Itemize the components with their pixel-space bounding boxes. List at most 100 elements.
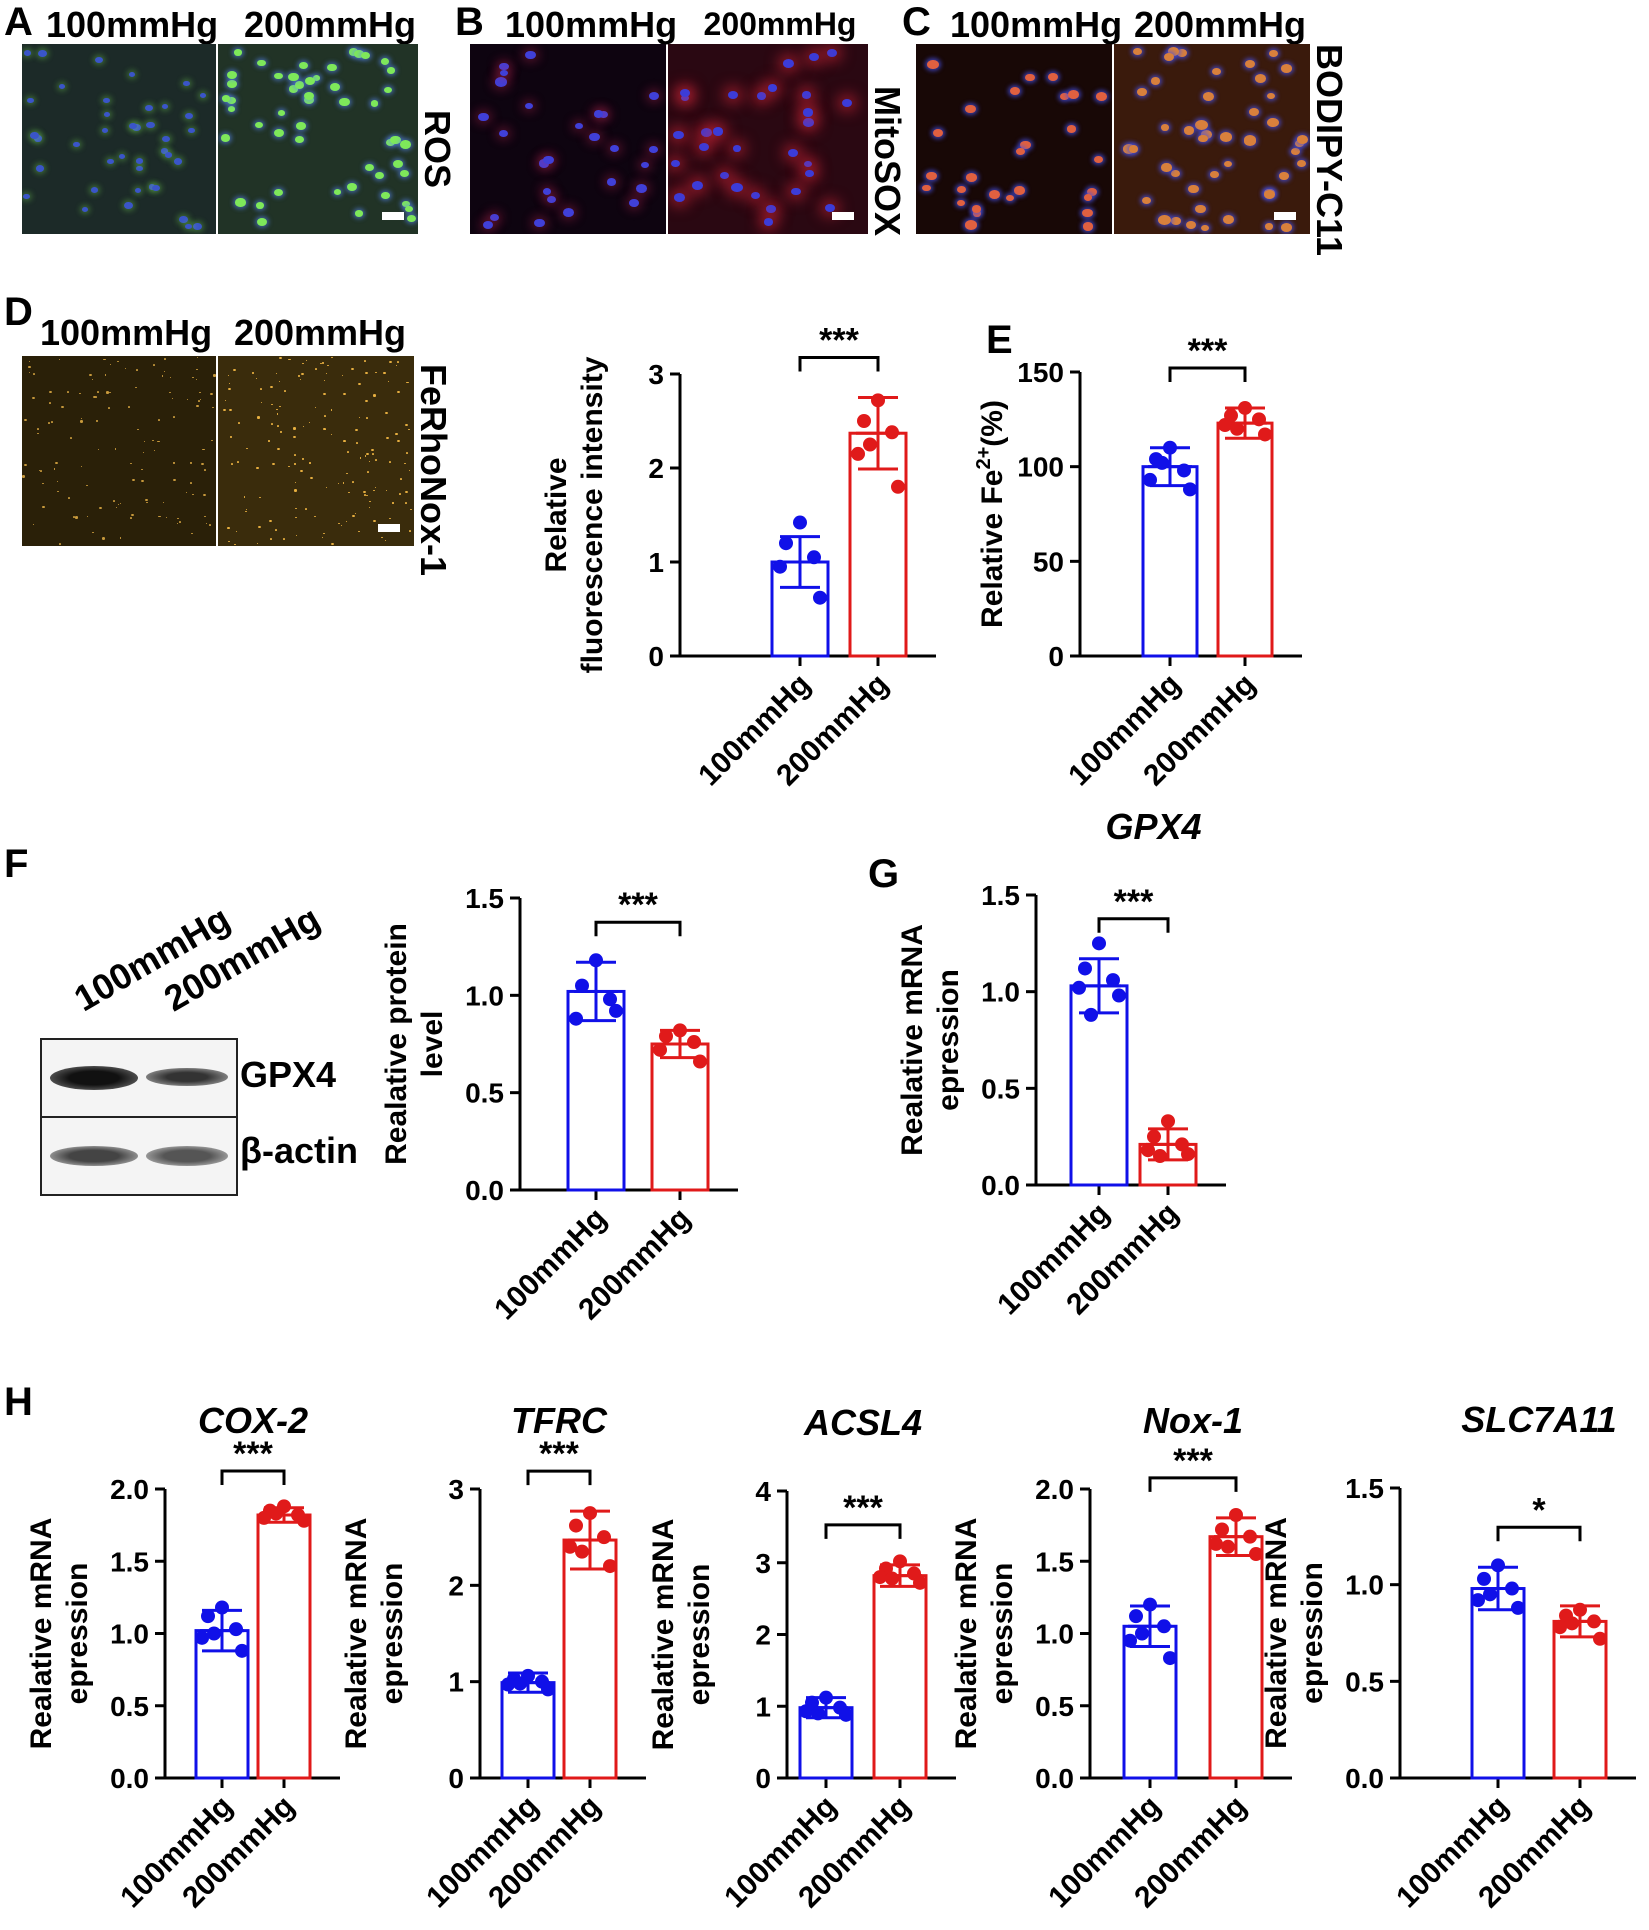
cell-dot xyxy=(543,155,554,165)
scale-bar xyxy=(832,212,854,220)
cell-dot xyxy=(301,458,304,460)
cell-dot xyxy=(607,178,617,186)
data-point xyxy=(1163,1651,1177,1666)
cell-dot xyxy=(1015,147,1025,156)
significance-label: *** xyxy=(1114,883,1154,921)
data-point xyxy=(659,1029,673,1044)
y-tick-label: 1.0 xyxy=(1035,1619,1074,1650)
cell-dot xyxy=(1161,124,1170,131)
cell-dot xyxy=(326,372,328,374)
cell-dot xyxy=(358,382,362,385)
cell-dot xyxy=(1183,126,1195,135)
cell-dot xyxy=(234,544,236,545)
cell-dot xyxy=(712,127,724,136)
data-point xyxy=(257,1510,271,1525)
data-point xyxy=(885,1571,899,1586)
cell-dot xyxy=(82,206,89,212)
cell-dot xyxy=(1223,214,1235,224)
cell-dot xyxy=(271,423,274,425)
cell-dot xyxy=(129,122,138,129)
data-point xyxy=(773,559,787,574)
data-point xyxy=(779,536,793,551)
cell-dot xyxy=(629,198,639,207)
cell-dot xyxy=(226,71,237,80)
cell-dot xyxy=(72,515,76,518)
cell-dot xyxy=(1266,117,1279,128)
cell-dot xyxy=(185,492,188,494)
panel-d-label-right: 200mmHg xyxy=(233,312,407,353)
cell-dot xyxy=(351,367,355,371)
cell-dot xyxy=(136,166,143,172)
cell-dot xyxy=(598,111,608,119)
y-tick-label: 0.5 xyxy=(110,1691,149,1722)
cell-dot xyxy=(197,400,201,402)
cell-dot xyxy=(636,184,648,193)
cell-dot xyxy=(361,52,371,60)
cell-dot xyxy=(227,527,230,529)
cell-dot xyxy=(212,406,215,409)
data-point xyxy=(863,437,877,452)
cell-dot xyxy=(383,372,386,375)
cell-dot xyxy=(164,370,166,372)
blot-gpx4 xyxy=(40,1038,238,1118)
cell-dot xyxy=(260,388,263,391)
data-point xyxy=(1092,936,1106,951)
cell-dot xyxy=(80,418,82,420)
cell-dot xyxy=(201,462,205,465)
cell-dot xyxy=(1081,208,1093,218)
cell-dot xyxy=(673,130,684,140)
data-point xyxy=(913,1575,927,1590)
cell-dot xyxy=(1066,125,1077,133)
cell-dot xyxy=(348,47,359,56)
cell-dot xyxy=(310,477,314,480)
cell-dot xyxy=(1210,171,1219,179)
cell-dot xyxy=(330,409,333,411)
cell-dot xyxy=(95,396,98,399)
cell-dot xyxy=(173,462,175,464)
cell-dot xyxy=(371,448,375,451)
y-tick-label: 2 xyxy=(755,1620,771,1651)
cell-dot xyxy=(154,449,156,452)
cell-dot xyxy=(326,63,337,72)
cell-dot xyxy=(171,398,173,400)
y-tick-label: 0.0 xyxy=(1035,1763,1074,1794)
data-point xyxy=(891,479,905,494)
cell-dot xyxy=(274,72,283,80)
cell-dot xyxy=(323,379,325,381)
cell-dot xyxy=(112,500,115,503)
data-point xyxy=(693,1054,707,1069)
cell-dot xyxy=(152,439,154,441)
panel-c-label-right: 200mmHg xyxy=(1133,4,1307,45)
cell-dot xyxy=(257,59,266,67)
cell-dot xyxy=(385,490,387,492)
cell-dot xyxy=(145,498,148,501)
cell-dot xyxy=(956,186,966,194)
cell-dot xyxy=(304,96,315,105)
cell-dot xyxy=(109,392,111,394)
cell-dot xyxy=(86,515,89,517)
cell-dot xyxy=(48,401,52,404)
cell-dot xyxy=(547,196,556,204)
cell-dot xyxy=(255,121,263,128)
cell-dot xyxy=(383,86,392,94)
cell-dot xyxy=(274,529,278,532)
cell-dot xyxy=(782,58,795,68)
cell-dot xyxy=(719,171,729,180)
cell-dot xyxy=(190,462,193,464)
blot-label-gpx4: GPX4 xyxy=(240,1054,337,1095)
cell-dot xyxy=(141,480,144,483)
cell-dot xyxy=(32,524,35,526)
y-axis-label: Realative mRNA xyxy=(896,924,929,1156)
cell-dot xyxy=(388,460,391,463)
cell-dot xyxy=(295,535,297,537)
cell-dot xyxy=(164,152,172,159)
data-point xyxy=(1147,1129,1161,1144)
cell-dot xyxy=(124,367,126,369)
cell-dot xyxy=(42,505,45,508)
cell-dot xyxy=(42,482,45,485)
cell-dot xyxy=(1171,169,1181,178)
cell-dot xyxy=(130,462,132,464)
data-point xyxy=(1218,418,1232,433)
data-point xyxy=(1483,1587,1497,1602)
y-tick-label: 0.0 xyxy=(1345,1763,1384,1794)
